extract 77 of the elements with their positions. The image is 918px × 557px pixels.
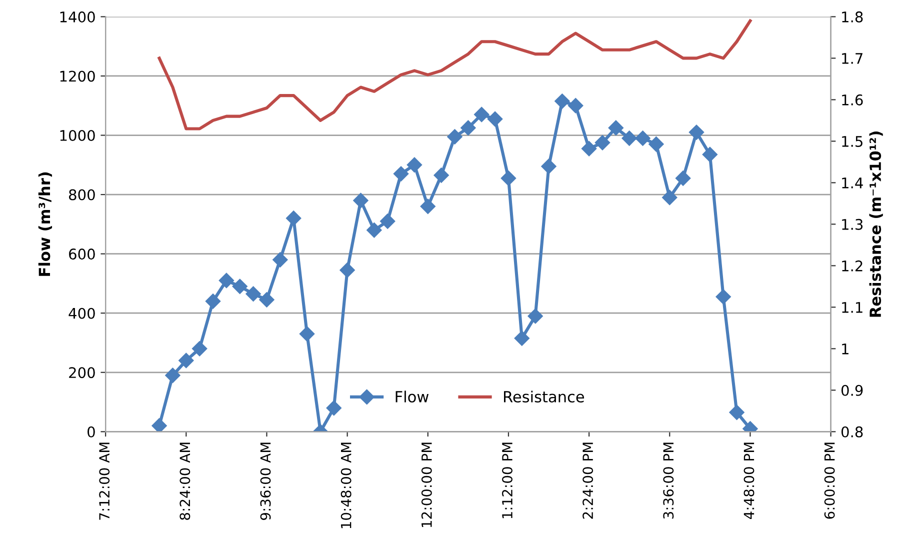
y-axis-title: Flow (m³/hr) xyxy=(38,172,52,276)
point xyxy=(434,168,449,183)
x-tick-label: 9:36:00 AM xyxy=(260,442,271,520)
y-tick-label: 1000 xyxy=(60,130,95,142)
point xyxy=(608,120,624,136)
point xyxy=(568,98,584,114)
x-tick-label: 12:00:00 PM xyxy=(421,442,432,528)
point xyxy=(272,252,288,268)
point xyxy=(152,418,167,432)
point xyxy=(487,111,503,127)
point xyxy=(178,352,194,368)
point xyxy=(500,170,516,186)
y2-tick-label: 0.9 xyxy=(841,384,863,396)
point xyxy=(514,330,530,346)
point xyxy=(635,130,650,146)
point xyxy=(702,146,718,162)
point xyxy=(622,130,637,146)
point xyxy=(662,190,678,206)
point xyxy=(192,341,208,356)
point xyxy=(393,166,409,182)
x-tick-label: 1:12:00 PM xyxy=(502,442,512,518)
legend-label: Resistance xyxy=(504,390,584,403)
y-tick-label: 200 xyxy=(69,367,95,378)
point xyxy=(259,292,274,308)
x-tick-label: 4:48:00 PM xyxy=(744,442,754,520)
x-tick-label: 6:00:00 PM xyxy=(824,442,835,519)
point xyxy=(594,135,610,150)
point xyxy=(232,278,248,294)
point xyxy=(716,289,731,304)
point xyxy=(474,106,490,122)
point xyxy=(299,326,315,342)
point xyxy=(729,404,744,420)
y2-tick-label: 1.8 xyxy=(842,11,863,22)
y-tick-label: 400 xyxy=(68,308,95,319)
point xyxy=(460,120,476,136)
y2-tick-label: 1.5 xyxy=(842,136,862,147)
point xyxy=(420,198,436,214)
point xyxy=(554,94,570,109)
point xyxy=(218,272,234,288)
point xyxy=(380,214,396,229)
x-tick-label: 7:12:00 AM xyxy=(99,442,110,520)
point xyxy=(581,141,597,156)
point xyxy=(165,368,180,383)
point xyxy=(528,308,543,324)
y-tick-label: 600 xyxy=(69,248,95,260)
y2-axis-title: Resistance (m⁻¹x10¹²) xyxy=(869,132,883,317)
y2-tick-label: 1.7 xyxy=(842,53,862,64)
y-tick-label: 0 xyxy=(88,426,95,438)
line-series xyxy=(158,19,752,130)
y2-tick-label: 1.2 xyxy=(842,260,862,272)
point xyxy=(353,192,368,208)
y-tick-label: 1400 xyxy=(60,11,95,22)
y-tick-label: 1200 xyxy=(60,70,95,82)
y2-tick-label: 1.1 xyxy=(842,302,862,313)
point xyxy=(205,294,221,309)
point xyxy=(326,400,342,416)
point xyxy=(675,170,691,186)
x-tick-label: 10:48:00 AM xyxy=(340,442,352,528)
point xyxy=(340,262,355,278)
x-tick-label: 2:24:00 PM xyxy=(582,442,594,519)
legend-label: Flow xyxy=(396,390,429,403)
point xyxy=(286,210,302,226)
point xyxy=(406,157,422,172)
y2-tick-label: 1.6 xyxy=(842,94,863,106)
point xyxy=(246,286,261,302)
x-tick-label: 3:36:00 PM xyxy=(663,442,674,519)
point xyxy=(541,158,556,174)
x-tick-label: 8:24:00 AM xyxy=(180,442,190,520)
point xyxy=(447,129,462,144)
point xyxy=(688,124,704,140)
y-tick-label: 800 xyxy=(69,189,95,200)
point xyxy=(648,136,664,152)
y2-tick-label: 1.3 xyxy=(842,218,863,230)
point xyxy=(366,222,382,238)
y2-tick-label: 1 xyxy=(842,344,848,354)
y2-tick-label: 0.8 xyxy=(841,426,863,438)
y2-tick-label: 1.4 xyxy=(842,178,863,188)
